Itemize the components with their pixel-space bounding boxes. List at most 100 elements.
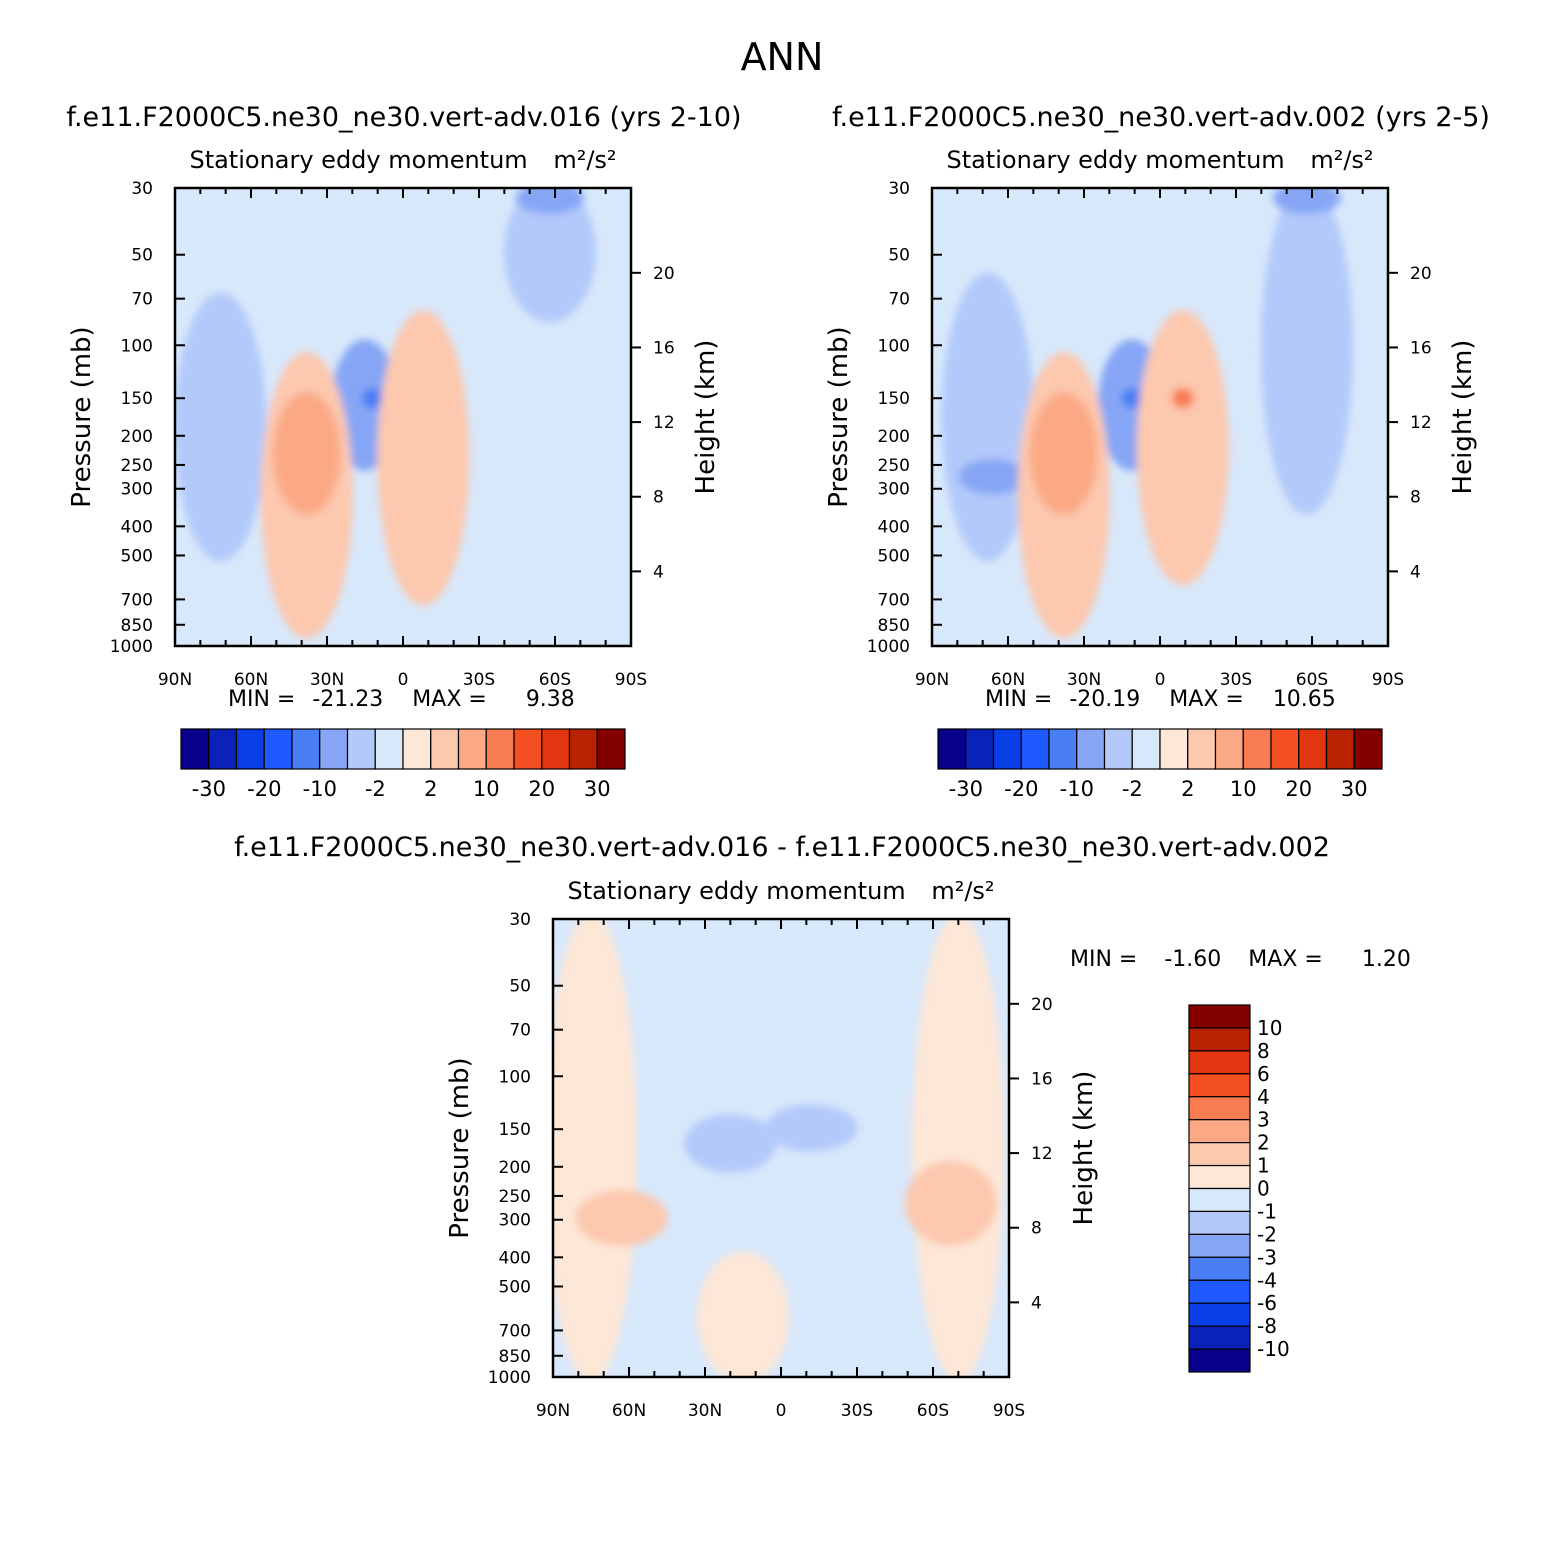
y2-tick-label: 16 (1410, 338, 1432, 358)
contour-region (958, 458, 1027, 495)
contour-region (912, 919, 1005, 1377)
colorbar-swatch (513, 728, 543, 770)
y-tick-label: 400 (499, 1248, 531, 1268)
colorbar-swatch (374, 728, 404, 770)
colorbar-swatch (346, 728, 376, 770)
colorbar-swatch (1076, 728, 1106, 770)
colorbar-swatch (1188, 1073, 1251, 1098)
units-text: m²/s² (931, 877, 994, 905)
max-value: 10.65 (1273, 687, 1336, 712)
contour-region (684, 1114, 777, 1173)
colorbar-tick-label: 2 (424, 777, 437, 801)
x-tick-label: 60N (612, 1401, 646, 1421)
colorbar-tick-label: 10 (1257, 1016, 1282, 1040)
max-label: MAX = (1169, 687, 1244, 712)
colorbar-tick-label: -20 (247, 777, 281, 801)
contour-region (1121, 388, 1144, 409)
colorbar-swatch (1188, 1119, 1251, 1144)
y-tick-label: 300 (878, 480, 910, 500)
y-tick-label: 70 (131, 290, 153, 310)
y-tick-label: 50 (888, 246, 910, 266)
y-tick-label: 50 (131, 246, 153, 266)
colorbar-swatch (1188, 1302, 1251, 1327)
colorbar-swatch (457, 728, 487, 770)
min-value: -20.19 (1069, 687, 1140, 712)
y-tick-label: 200 (499, 1158, 531, 1178)
colorbar: -30 -20 -10 -2 2 10 20 30 (180, 728, 626, 801)
y-tick-label: 700 (499, 1321, 531, 1341)
y-tick-label: 1000 (867, 637, 910, 657)
x-tick-label: 60N (991, 670, 1025, 690)
colorbar-tick-label: -1 (1257, 1199, 1277, 1223)
min-value: -1.60 (1164, 947, 1221, 972)
colorbar-swatch (596, 728, 626, 770)
contour-region (553, 919, 637, 1377)
colorbar-swatch (1103, 728, 1133, 770)
y2-tick-label: 20 (1410, 264, 1432, 284)
y-tick-label: 850 (499, 1347, 531, 1367)
y2-tick-label: 4 (1410, 562, 1421, 582)
x-tick-label: 0 (1155, 670, 1166, 690)
colorbar-swatch (180, 728, 210, 770)
y-tick-label: 1000 (110, 637, 153, 657)
contour-region (515, 188, 584, 215)
colorbar-tick-label: -6 (1257, 1291, 1277, 1315)
y2-tick-label: 20 (653, 264, 675, 284)
y2-axis-title: Height (km) (1448, 340, 1478, 495)
y-tick-label: 150 (121, 389, 153, 409)
y2-tick-label: 8 (1410, 488, 1421, 508)
colorbar-tick-label: 6 (1257, 1062, 1270, 1086)
colorbar-tick-label: 3 (1257, 1108, 1270, 1132)
colorbar-swatch (1325, 728, 1355, 770)
colorbar-tick-label: -2 (1257, 1222, 1277, 1246)
colorbar-swatch (1188, 1348, 1251, 1373)
stats-line: MIN = -20.19 MAX = 10.65 (985, 687, 1336, 712)
y-tick-label: 70 (509, 1021, 531, 1041)
contour-region (904, 1160, 997, 1246)
colorbar-tick-label: 4 (1257, 1085, 1270, 1109)
y2-tick-label: 20 (1031, 995, 1053, 1015)
colorbar-swatch (1131, 728, 1161, 770)
colorbar-swatch (1188, 1210, 1251, 1235)
contour-region (1171, 388, 1194, 409)
colorbar-swatch (541, 728, 571, 770)
y-tick-label: 150 (878, 389, 910, 409)
y-tick-label: 850 (121, 616, 153, 636)
y-axis-title: Pressure (mb) (67, 326, 97, 507)
y2-tick-label: 12 (653, 413, 675, 433)
x-tick-label: 60S (539, 670, 571, 690)
y-tick-label: 100 (121, 336, 153, 356)
max-value: 9.38 (526, 687, 575, 712)
colorbar-tick-label: 20 (528, 777, 555, 801)
colorbar-swatch (208, 728, 238, 770)
x-tick-label: 60S (1296, 670, 1328, 690)
y-tick-label: 500 (878, 546, 910, 566)
x-tick-label: 60S (917, 1401, 949, 1421)
y2-axis-title: Height (km) (691, 340, 721, 495)
colorbar-tick-label: -2 (365, 777, 386, 801)
colorbar-tick-label: -2 (1122, 777, 1143, 801)
y-tick-label: 100 (499, 1067, 531, 1087)
colorbar-tick-label: 8 (1257, 1039, 1270, 1063)
chart-subtitle: Stationary eddy momentum m²/s² (567, 877, 994, 905)
contour-region (503, 188, 596, 323)
y2-tick-label: 8 (1031, 1219, 1042, 1239)
colorbar-swatch (263, 728, 293, 770)
colorbar-tick-label: -8 (1257, 1314, 1277, 1338)
panel-title: f.e11.F2000C5.ne30_ne30.vert-adv.016 - f… (234, 832, 1330, 863)
x-tick-label: 90N (536, 1401, 570, 1421)
colorbar-tick-label: -10 (1257, 1337, 1290, 1361)
x-tick-label: 30N (1067, 670, 1101, 690)
x-tick-label: 90S (615, 670, 647, 690)
colorbar-swatch (1298, 728, 1328, 770)
panel-title: f.e11.F2000C5.ne30_ne30.vert-adv.016 (yr… (66, 102, 741, 133)
colorbar-tick-label: 1 (1257, 1154, 1270, 1178)
x-tick-label: 0 (398, 670, 409, 690)
colorbar-tick-label: -10 (303, 777, 337, 801)
colorbar-tick-label: 2 (1181, 777, 1194, 801)
panel-title: f.e11.F2000C5.ne30_ne30.vert-adv.002 (yr… (832, 102, 1490, 133)
